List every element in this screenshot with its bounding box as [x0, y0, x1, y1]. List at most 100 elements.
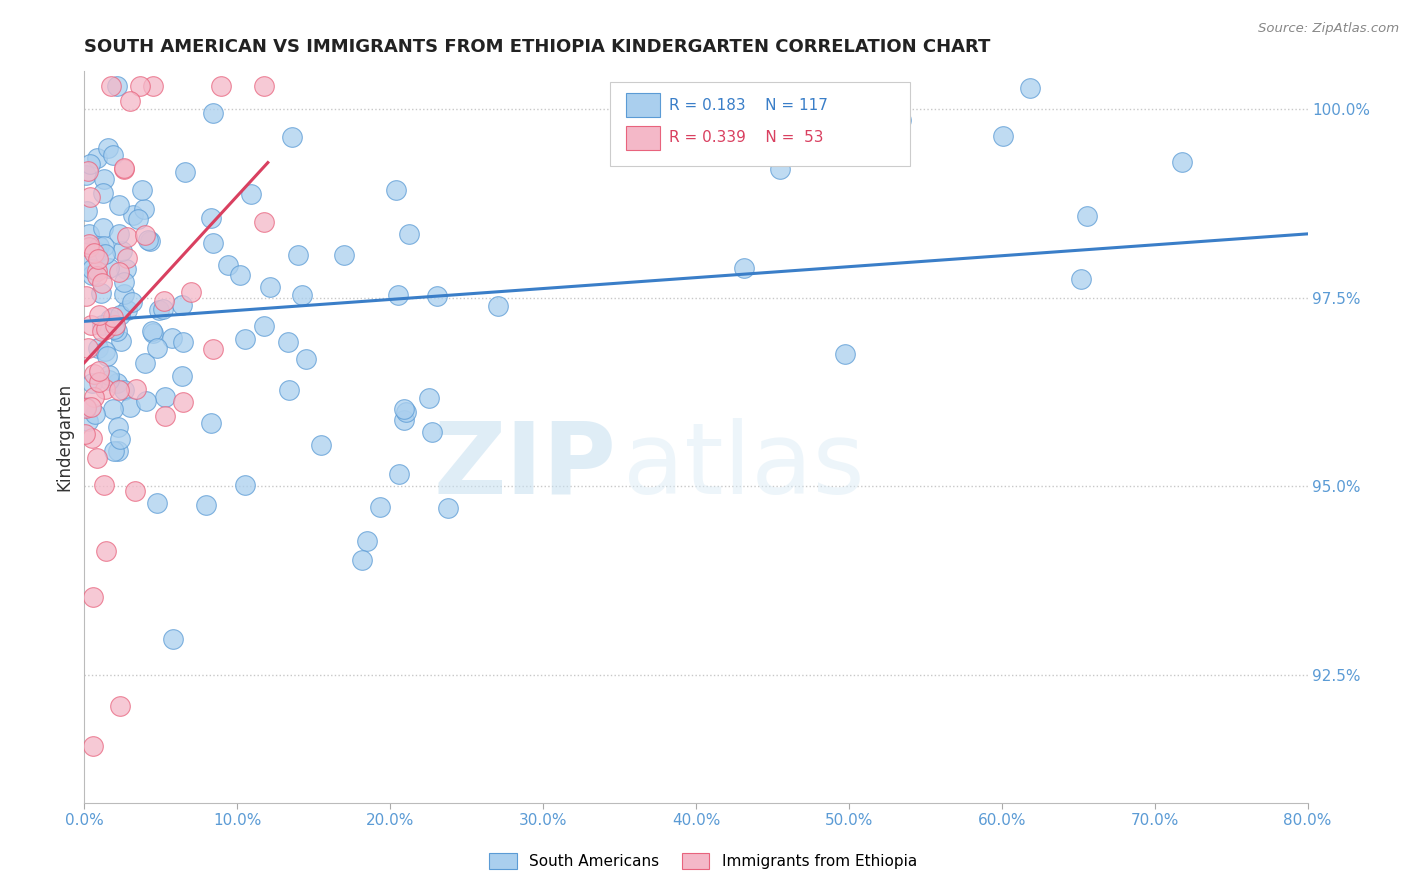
Point	[153, 293, 176, 308]
Point	[79, 190, 101, 204]
Point	[291, 288, 314, 302]
Point	[91, 324, 114, 338]
Point	[75, 400, 97, 414]
Point	[77, 414, 100, 428]
Point	[174, 165, 197, 179]
Point	[152, 301, 174, 316]
Point	[105, 376, 128, 391]
Point	[1076, 209, 1098, 223]
Point	[82, 432, 104, 446]
FancyBboxPatch shape	[626, 94, 661, 117]
Point	[991, 129, 1014, 144]
Point	[209, 79, 232, 94]
Point	[82, 261, 104, 276]
Point	[131, 183, 153, 197]
Point	[80, 268, 103, 283]
Point	[112, 384, 135, 398]
Text: R = 0.183    N = 117: R = 0.183 N = 117	[669, 97, 828, 112]
Point	[101, 310, 124, 325]
Point	[77, 256, 100, 270]
Text: R = 0.339    N =  53: R = 0.339 N = 53	[669, 130, 824, 145]
Point	[98, 368, 121, 382]
Point	[103, 318, 125, 332]
Point	[94, 321, 117, 335]
Point	[135, 394, 157, 409]
Point	[128, 79, 150, 94]
Point	[733, 261, 755, 276]
Point	[118, 400, 141, 414]
Point	[115, 303, 138, 318]
Point	[420, 425, 443, 439]
Point	[194, 498, 217, 512]
Point	[112, 162, 135, 177]
Point	[121, 294, 143, 309]
Point	[277, 383, 299, 397]
Point	[93, 478, 115, 492]
Point	[77, 237, 100, 252]
Point	[136, 233, 159, 247]
Point	[834, 347, 856, 361]
Point	[115, 229, 138, 244]
Point	[79, 400, 101, 414]
Point	[96, 349, 118, 363]
Point	[201, 106, 224, 120]
Point	[141, 324, 163, 338]
Point	[101, 148, 124, 162]
Point	[75, 168, 97, 182]
Point	[125, 383, 148, 397]
Point	[160, 331, 183, 345]
Point	[890, 113, 912, 128]
Point	[91, 220, 114, 235]
Point	[235, 478, 257, 492]
FancyBboxPatch shape	[626, 126, 661, 150]
Point	[253, 79, 276, 94]
Point	[83, 390, 105, 404]
Point	[112, 286, 135, 301]
Point	[142, 326, 165, 341]
Point	[86, 450, 108, 465]
Point	[107, 420, 129, 434]
Point	[139, 234, 162, 248]
Point	[105, 79, 128, 94]
Point	[201, 342, 224, 356]
Point	[146, 496, 169, 510]
Point	[122, 208, 145, 222]
Point	[385, 183, 408, 197]
Point	[75, 289, 97, 303]
Point	[118, 94, 141, 108]
Point	[83, 367, 105, 381]
Point	[94, 544, 117, 558]
Point	[97, 373, 120, 387]
Point	[108, 432, 131, 446]
Point	[112, 275, 135, 289]
Point	[100, 79, 122, 94]
Point	[98, 312, 121, 326]
Point	[170, 368, 193, 383]
Point	[200, 416, 222, 430]
Point	[84, 407, 107, 421]
Point	[75, 401, 97, 416]
Point	[1018, 81, 1040, 95]
Point	[107, 444, 129, 458]
Point	[259, 280, 281, 294]
Point	[108, 384, 131, 398]
Point	[82, 590, 104, 604]
Point	[94, 382, 117, 396]
Text: atlas: atlas	[623, 417, 865, 515]
Point	[104, 319, 127, 334]
Point	[79, 157, 101, 171]
Point	[97, 141, 120, 155]
Point	[86, 264, 108, 278]
Point	[112, 161, 135, 175]
Point	[93, 344, 115, 359]
Point	[90, 285, 112, 300]
Point	[287, 248, 309, 262]
Point	[83, 246, 105, 260]
Point	[388, 467, 411, 482]
Point	[76, 204, 98, 219]
Point	[352, 552, 374, 566]
Point	[162, 632, 184, 646]
FancyBboxPatch shape	[610, 82, 910, 167]
Point	[87, 252, 110, 267]
Point	[769, 162, 792, 177]
